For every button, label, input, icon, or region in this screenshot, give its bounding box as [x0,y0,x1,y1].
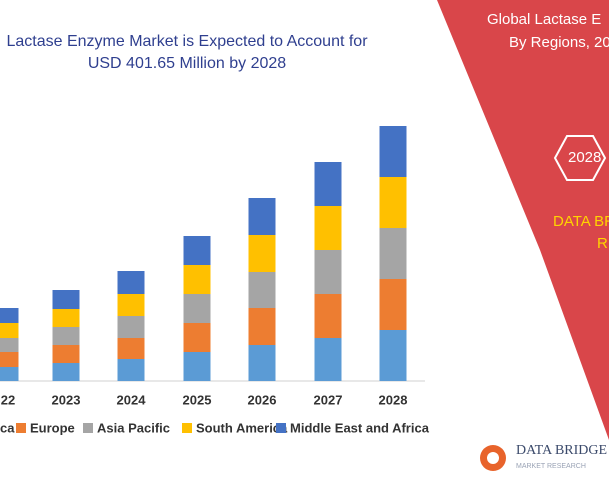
bar-segment [314,206,342,250]
panel-brand: R [597,235,608,252]
bar-segment [52,345,80,363]
panel-year: 2028 [568,149,601,166]
bar-segment [52,327,80,345]
bar-segment [379,228,407,279]
chart-title: USD 401.65 Million by 2028 [88,55,286,72]
hexagon [553,135,607,181]
bar-segment [183,352,211,381]
x-tick-label: 2028 [379,392,408,407]
legend-swatch [83,423,93,433]
bar-segment [0,308,19,323]
panel-title: Global Lactase E [487,11,601,28]
logo-name: DATA BRIDGE [516,443,607,458]
bar-segment [52,290,80,309]
bar-segment [0,352,19,367]
bar-segment [117,359,145,381]
bar-segment [183,323,211,352]
bar-segment [248,345,276,381]
bar-segment [0,323,19,338]
legend-label: ca [0,420,15,435]
x-tick-label: 2026 [248,392,277,407]
x-tick-label: 22 [1,392,15,407]
bar-segment [52,363,80,381]
bar-segment [248,198,276,235]
bar-segment [183,294,211,323]
legend-swatch [276,423,286,433]
bar-segment [379,126,407,177]
side-panel [437,0,609,440]
legend-swatch [182,423,192,433]
x-tick-label: 2024 [117,392,147,407]
x-tick-label: 2027 [314,392,343,407]
legend-label: South America [196,420,288,435]
logo-icon [487,452,499,464]
bar-segment [0,338,19,352]
bar-segment [248,308,276,345]
legend-label: Middle East and Africa [290,420,430,435]
logo-tagline: MARKET RESEARCH [516,463,586,470]
bar-segment [183,236,211,265]
bar-segment [379,279,407,330]
panel-title: By Regions, 20 [509,34,609,51]
chart-title: Lactase Enzyme Market is Expected to Acc… [6,33,368,50]
bar-segment [314,250,342,294]
legend-label: Asia Pacific [97,420,170,435]
bar-segment [379,177,407,228]
bar-segment [117,316,145,338]
bar-segment [248,235,276,272]
bar-segment [117,294,145,316]
legend-swatch [16,423,26,433]
bar-segment [314,338,342,381]
x-tick-label: 2023 [52,392,81,407]
bar-segment [248,272,276,308]
legend-label: Europe [30,420,75,435]
bar-segment [314,162,342,206]
bar-segment [183,265,211,294]
panel-brand: DATA BR [553,213,609,230]
bar-segment [52,309,80,327]
bar-segment [117,338,145,359]
bar-segment [0,367,19,381]
x-tick-label: 2025 [183,392,212,407]
bar-segment [314,294,342,338]
bar-segment [379,330,407,381]
bar-segment [117,271,145,294]
